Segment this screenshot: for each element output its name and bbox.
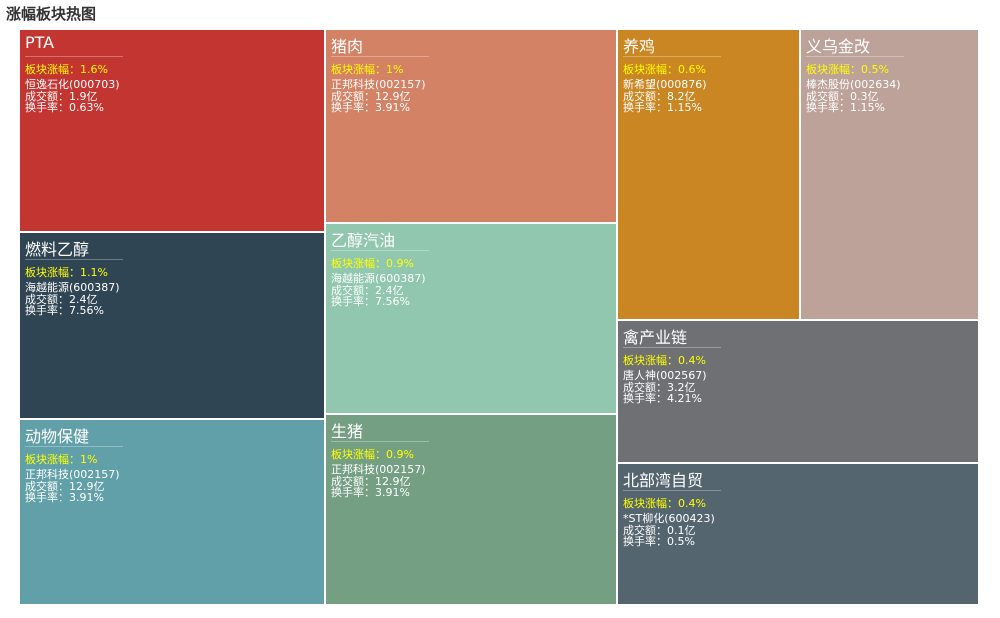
tile-stock: 正邦科技(002157) bbox=[25, 468, 120, 481]
tile-change: 板块涨幅：0.4% bbox=[623, 497, 706, 510]
tile-divider bbox=[623, 56, 721, 57]
tile-turnover: 换手率：0.5% bbox=[623, 535, 695, 548]
tile-stock: *ST柳化(600423) bbox=[623, 512, 715, 525]
tile-name: 北部湾自贸 bbox=[623, 471, 704, 490]
tile-amount: 成交额：12.9亿 bbox=[331, 475, 411, 488]
tile-stock: 恒逸石化(000703) bbox=[25, 78, 120, 91]
tile-divider bbox=[25, 446, 123, 447]
tile-name: 燃料乙醇 bbox=[25, 240, 90, 259]
treemap-tile[interactable]: PTA 板块涨幅：1.6% 恒逸石化(000703) 成交额：1.9亿 换手率：0.63… bbox=[20, 30, 326, 233]
treemap-tile[interactable]: 北部湾自贸板块涨幅：0.4% *ST柳化(600423) 成交额：0.1亿 换手率：0… bbox=[618, 464, 980, 606]
tile-change: 板块涨幅：0.6% bbox=[623, 63, 706, 76]
tile-stock: 正邦科技(002157) bbox=[331, 463, 426, 476]
tile-change: 板块涨幅：1.1% bbox=[25, 266, 108, 279]
tile-amount: 成交额：0.3亿 bbox=[806, 90, 879, 103]
tile-name: PTA bbox=[25, 33, 55, 52]
tile-change: 板块涨幅：0.9% bbox=[331, 448, 414, 461]
treemap-tile[interactable]: 生猪板块涨幅：0.9% 正邦科技(002157) 成交额：12.9亿 换手率：3.91… bbox=[326, 415, 618, 606]
tile-name: 义乌金改 bbox=[806, 37, 871, 56]
tile-divider bbox=[25, 56, 123, 57]
treemap-tile[interactable]: 燃料乙醇板块涨幅：1.1% 海越能源(600387) 成交额：2.4亿 换手率：7.5… bbox=[20, 233, 326, 420]
tile-change: 板块涨幅：1.6% bbox=[25, 63, 108, 76]
tile-name: 乙醇汽油 bbox=[331, 231, 396, 250]
tile-divider bbox=[623, 347, 721, 348]
tile-turnover: 换手率：3.91% bbox=[331, 486, 410, 499]
tile-stock: 海越能源(600387) bbox=[25, 281, 120, 294]
tile-change: 板块涨幅：1% bbox=[25, 453, 98, 466]
tile-name: 生猪 bbox=[331, 422, 364, 441]
tile-stock: 新希望(000876) bbox=[623, 78, 707, 91]
tile-turnover: 换手率：3.91% bbox=[331, 101, 410, 114]
tile-turnover: 换手率：3.91% bbox=[25, 491, 104, 504]
treemap-tile[interactable]: 禽产业链板块涨幅：0.4% 唐人神(002567) 成交额：3.2亿 换手率：4.21… bbox=[618, 321, 980, 464]
tile-amount: 成交额：0.1亿 bbox=[623, 524, 696, 537]
tile-change: 板块涨幅：0.4% bbox=[623, 354, 706, 367]
tile-turnover: 换手率：7.56% bbox=[25, 304, 104, 317]
tile-change: 板块涨幅：1% bbox=[331, 63, 404, 76]
page-title: 涨幅板块热图 bbox=[6, 5, 97, 23]
tile-stock: 海越能源(600387) bbox=[331, 272, 426, 285]
tile-amount: 成交额：12.9亿 bbox=[331, 90, 411, 103]
tile-divider bbox=[25, 259, 123, 260]
tile-name: 动物保健 bbox=[25, 427, 90, 446]
treemap-tile[interactable]: 猪肉板块涨幅：1% 正邦科技(002157) 成交额：12.9亿 换手率：3.91% bbox=[326, 30, 618, 224]
treemap-tile[interactable]: 养鸡板块涨幅：0.6% 新希望(000876) 成交额：8.2亿 换手率：1.15% bbox=[618, 30, 801, 321]
tile-amount: 成交额：2.4亿 bbox=[25, 293, 98, 306]
tile-divider bbox=[623, 490, 721, 491]
tile-amount: 成交额：8.2亿 bbox=[623, 90, 696, 103]
tile-divider bbox=[331, 56, 429, 57]
tile-stock: 正邦科技(002157) bbox=[331, 78, 426, 91]
tile-stock: 唐人神(002567) bbox=[623, 369, 707, 382]
tile-turnover: 换手率：1.15% bbox=[806, 101, 885, 114]
tile-name: 养鸡 bbox=[623, 37, 656, 56]
tile-amount: 成交额：1.9亿 bbox=[25, 90, 98, 103]
tile-amount: 成交额：3.2亿 bbox=[623, 381, 696, 394]
tile-turnover: 换手率：1.15% bbox=[623, 101, 702, 114]
tile-turnover: 换手率：0.63% bbox=[25, 101, 104, 114]
tile-amount: 成交额：12.9亿 bbox=[25, 480, 105, 493]
tile-turnover: 换手率：4.21% bbox=[623, 392, 702, 405]
tile-divider bbox=[331, 250, 429, 251]
treemap-tile[interactable]: 动物保健板块涨幅：1% 正邦科技(002157) 成交额：12.9亿 换手率：3.91… bbox=[20, 420, 326, 606]
tile-stock: 棒杰股份(002634) bbox=[806, 78, 901, 91]
tile-change: 板块涨幅：0.5% bbox=[806, 63, 889, 76]
tile-name: 猪肉 bbox=[331, 37, 364, 56]
tile-turnover: 换手率：7.56% bbox=[331, 295, 410, 308]
tile-divider bbox=[331, 441, 429, 442]
tile-name: 禽产业链 bbox=[623, 328, 688, 347]
treemap-tile[interactable]: 乙醇汽油板块涨幅：0.9% 海越能源(600387) 成交额：2.4亿 换手率：7.5… bbox=[326, 224, 618, 415]
tile-divider bbox=[806, 56, 904, 57]
treemap-tile[interactable]: 义乌金改板块涨幅：0.5% 棒杰股份(002634) 成交额：0.3亿 换手率：1.1… bbox=[801, 30, 980, 321]
tile-amount: 成交额：2.4亿 bbox=[331, 284, 404, 297]
tile-change: 板块涨幅：0.9% bbox=[331, 257, 414, 270]
